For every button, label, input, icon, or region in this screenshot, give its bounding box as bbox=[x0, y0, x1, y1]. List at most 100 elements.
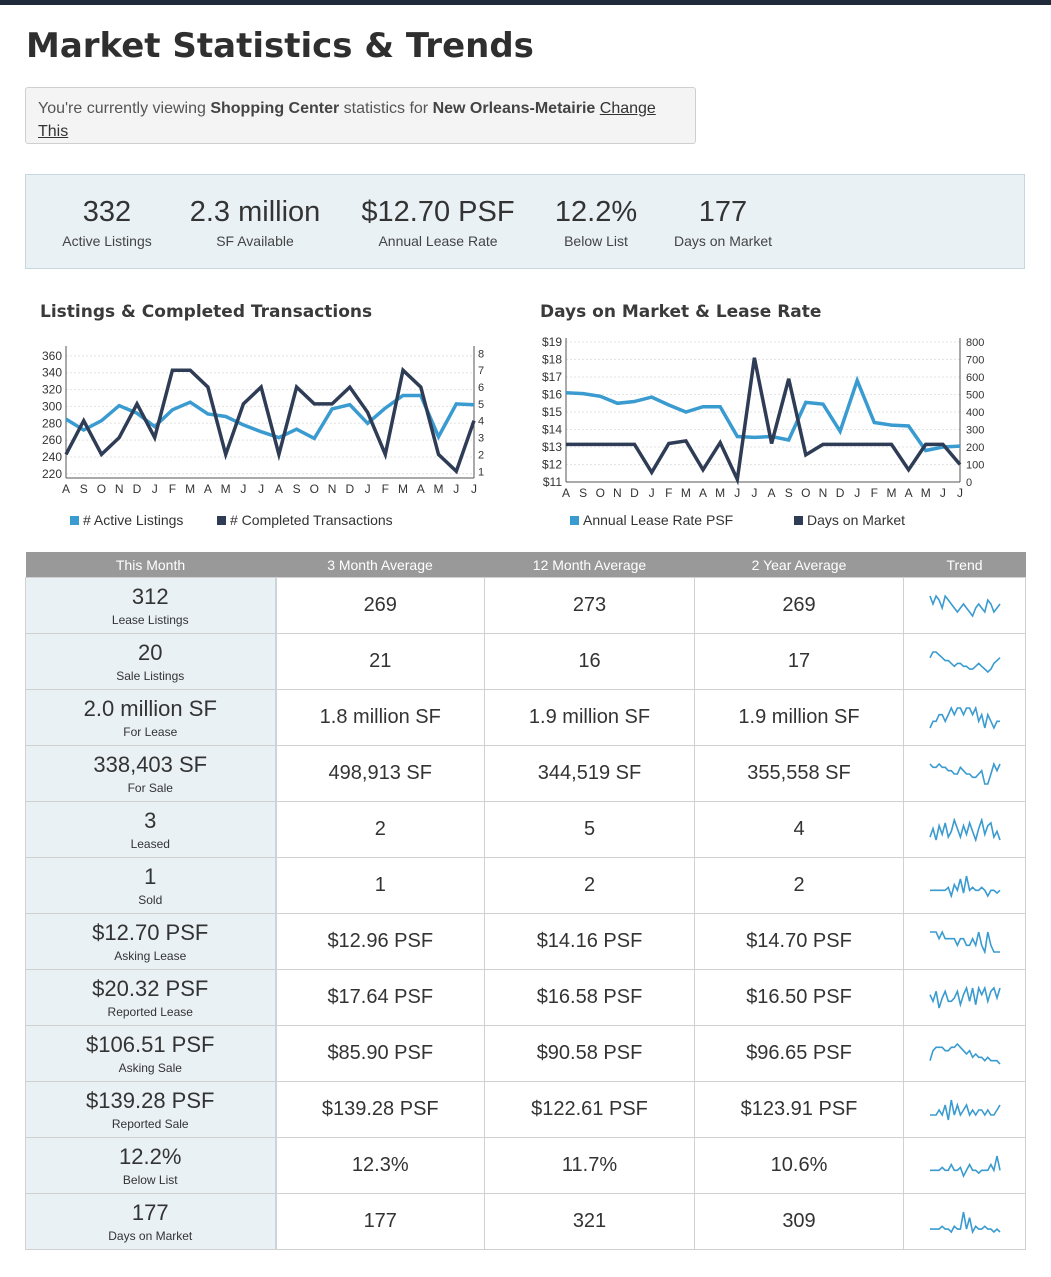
kpi-value: 2.3 million bbox=[189, 196, 321, 228]
sparkline-path bbox=[928, 650, 1001, 673]
cell-this-month: $139.28 PSF Reported Sale bbox=[25, 1081, 277, 1138]
table-row: 1 Sold 1 2 2 bbox=[25, 857, 1026, 914]
legend-label: # Completed Transactions bbox=[230, 512, 393, 528]
metric-label: Sale Listings bbox=[116, 669, 185, 683]
legend-swatch bbox=[70, 516, 79, 525]
kpi-value: 177 bbox=[698, 196, 748, 228]
left-tick-label: 240 bbox=[42, 450, 62, 464]
cell-2-year-average: 1.9 million SF bbox=[694, 689, 904, 746]
left-tick-label: $15 bbox=[542, 405, 562, 419]
this-month-value: 3 bbox=[144, 808, 157, 833]
left-tick-label: $19 bbox=[542, 335, 562, 349]
trend-sparkline bbox=[929, 875, 1001, 898]
x-tick-label: J bbox=[649, 486, 655, 500]
x-tick-label: J bbox=[365, 482, 371, 496]
cell-trend bbox=[903, 913, 1026, 970]
cell-12-month-average: 5 bbox=[484, 801, 695, 858]
right-tick-label: 0 bbox=[966, 477, 972, 489]
table-row: 20 Sale Listings 21 16 17 bbox=[25, 633, 1026, 690]
cell-3-month-average: 2 bbox=[275, 801, 485, 858]
cell-3-month-average: 1 bbox=[275, 857, 485, 914]
right-tick-label: 1 bbox=[478, 466, 484, 478]
this-month-value: 20 bbox=[138, 640, 163, 665]
sparkline-path bbox=[929, 1099, 1001, 1120]
this-month-value: 2.0 million SF bbox=[83, 696, 217, 721]
trend-sparkline bbox=[928, 985, 1001, 1008]
x-tick-label: A bbox=[562, 486, 570, 500]
x-tick-label: S bbox=[293, 482, 301, 496]
sparkline-path bbox=[929, 1211, 1001, 1234]
this-month-value: 1 bbox=[144, 864, 157, 889]
cell-3-month-average: $12.96 PSF bbox=[275, 913, 485, 970]
cell-3-month-average: 1.8 million SF bbox=[275, 689, 485, 746]
cell-12-month-average: 11.7% bbox=[484, 1137, 695, 1194]
legend-item-lease-rate: Annual Lease Rate PSF bbox=[570, 512, 733, 528]
cell-2-year-average: $16.50 PSF bbox=[694, 969, 904, 1026]
this-month-value: $12.70 PSF bbox=[92, 920, 209, 945]
header-3-month-average: 3 Month Average bbox=[275, 552, 485, 578]
this-month-value: $20.32 PSF bbox=[92, 976, 209, 1001]
cell-trend bbox=[903, 801, 1026, 858]
trend-sparkline bbox=[928, 593, 1001, 618]
this-month-value: $106.51 PSF bbox=[86, 1032, 215, 1057]
sparkline-path bbox=[928, 817, 1001, 842]
kpi-value: 332 bbox=[82, 196, 132, 228]
trend-sparkline bbox=[928, 817, 1001, 842]
change-this-link[interactable]: Change This bbox=[38, 100, 656, 140]
cell-this-month: 338,403 SF For Sale bbox=[25, 745, 277, 802]
cell-this-month: 177 Days on Market bbox=[25, 1193, 277, 1250]
sparkline-path bbox=[928, 761, 1001, 785]
cell-12-month-average: 16 bbox=[484, 633, 695, 690]
left-tick-label: 320 bbox=[42, 383, 62, 397]
cell-2-year-average: 4 bbox=[694, 801, 904, 858]
x-tick-label: O bbox=[97, 482, 106, 496]
left-tick-label: 340 bbox=[42, 366, 62, 380]
x-tick-label: M bbox=[398, 482, 408, 496]
x-tick-label: N bbox=[115, 482, 124, 496]
metric-label: Below List bbox=[122, 1173, 178, 1187]
x-tick-label: J bbox=[258, 482, 264, 496]
cell-12-month-average: 1.9 million SF bbox=[484, 689, 695, 746]
x-tick-label: J bbox=[940, 486, 946, 500]
x-tick-label: M bbox=[185, 482, 195, 496]
trend-sparkline bbox=[928, 705, 1000, 730]
cell-2-year-average: 355,558 SF bbox=[694, 745, 904, 802]
cell-3-month-average: 498,913 SF bbox=[275, 745, 485, 802]
chart-title-days-lease: Days on Market & Lease Rate bbox=[540, 302, 822, 322]
cell-3-month-average: 177 bbox=[275, 1193, 485, 1250]
x-tick-label: A bbox=[905, 486, 913, 500]
notice-property-type: Shopping Center bbox=[210, 100, 340, 117]
kpi-summary-panel: 332 Active Listings 2.3 million SF Avail… bbox=[25, 174, 1025, 269]
legend-swatch bbox=[570, 516, 579, 525]
cell-12-month-average: 321 bbox=[484, 1193, 695, 1250]
x-tick-label: A bbox=[768, 486, 776, 500]
legend-label: # Active Listings bbox=[83, 512, 184, 528]
x-tick-label: A bbox=[417, 482, 425, 496]
kpi-label: SF Available bbox=[216, 233, 294, 249]
x-tick-label: D bbox=[345, 482, 354, 496]
right-tick-label: 8 bbox=[478, 348, 484, 360]
left-tick-label: 280 bbox=[42, 416, 62, 430]
x-tick-label: M bbox=[715, 486, 725, 500]
cell-trend bbox=[903, 1081, 1026, 1138]
sparkline-path bbox=[929, 1155, 1001, 1178]
series-line-1 bbox=[566, 357, 962, 486]
right-tick-label: 6 bbox=[478, 382, 484, 394]
metric-label: For Sale bbox=[127, 781, 173, 795]
x-tick-label: J bbox=[240, 482, 246, 496]
notice-prefix: You're currently viewing bbox=[38, 100, 211, 117]
header-2-year-average: 2 Year Average bbox=[694, 552, 904, 578]
cell-this-month: $106.51 PSF Asking Sale bbox=[25, 1025, 277, 1082]
sparkline-path bbox=[928, 593, 1001, 618]
right-tick-label: 100 bbox=[966, 460, 984, 472]
x-tick-label: J bbox=[854, 486, 860, 500]
metric-label: Reported Lease bbox=[107, 1005, 193, 1019]
table-row: $106.51 PSF Asking Sale $85.90 PSF $90.58 P… bbox=[25, 1025, 1026, 1082]
cell-3-month-average: 12.3% bbox=[275, 1137, 485, 1194]
cell-trend bbox=[903, 689, 1026, 746]
kpi-value: $12.70 PSF bbox=[361, 196, 515, 228]
legend-label: Days on Market bbox=[807, 512, 906, 528]
x-tick-label: D bbox=[836, 486, 845, 500]
right-tick-label: 3 bbox=[478, 433, 484, 445]
